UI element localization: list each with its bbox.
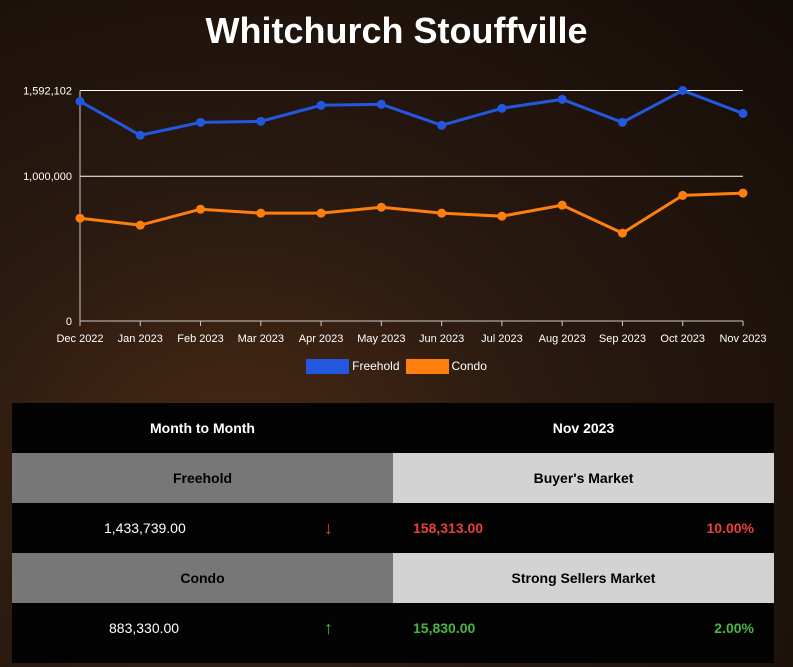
change-value: 15,830.00 [413, 620, 476, 636]
data-point-condo [497, 211, 507, 221]
data-point-freehold [557, 94, 567, 104]
change-percent: 10.00% [706, 520, 754, 536]
legend: Freehold Condo [0, 359, 793, 375]
data-point-freehold [617, 117, 627, 127]
data-point-freehold [196, 117, 206, 127]
change-value: 158,313.00 [413, 520, 484, 536]
data-point-freehold [738, 108, 748, 118]
data-point-condo [196, 204, 206, 214]
data-point-freehold [678, 86, 688, 95]
type-label: Condo [12, 553, 393, 603]
data-point-freehold [437, 120, 447, 130]
data-point-condo [316, 208, 326, 218]
legend-freehold[interactable]: Freehold [306, 359, 400, 375]
data-point-condo [75, 213, 85, 223]
data-point-condo [678, 190, 688, 200]
y-tick-label: 1,000,000 [23, 171, 72, 183]
legend-condo[interactable]: Condo [405, 359, 487, 375]
price-value: 883,330.00 [109, 620, 180, 636]
x-tick-label: Jan 2023 [118, 333, 163, 345]
x-tick-label: Jun 2023 [419, 333, 464, 345]
price-value: 1,433,739.00 [104, 520, 186, 536]
x-tick-label: Apr 2023 [299, 333, 344, 345]
series-line-condo [79, 191, 744, 235]
data-point-condo [437, 208, 447, 218]
x-tick-label: Mar 2023 [238, 333, 284, 345]
data-point-condo [376, 202, 386, 212]
series-line-freehold [79, 88, 744, 137]
data-point-condo [738, 188, 748, 198]
data-point-condo [557, 200, 567, 210]
data-point-condo [256, 208, 266, 218]
header-month-to-month: Month to Month [150, 420, 255, 436]
type-label: Freehold [12, 453, 393, 503]
y-tick-label: 1,592,102 [23, 86, 72, 98]
x-tick-label: Nov 2023 [719, 333, 766, 345]
data-point-freehold [75, 96, 85, 106]
x-tick-label: Jul 2023 [481, 333, 523, 345]
x-tick-label: Aug 2023 [539, 333, 586, 345]
page-title: Whitchurch Stouffville [205, 10, 588, 51]
y-tick-label: 0 [66, 316, 72, 328]
data-point-freehold [497, 103, 507, 113]
data-point-condo [617, 228, 627, 238]
data-point-freehold [135, 130, 145, 140]
data-point-condo [135, 220, 145, 230]
x-tick-label: May 2023 [357, 333, 405, 345]
market-summary-table: Month to Month Nov 2023 Freehold Buyer's … [12, 403, 774, 663]
arrow-down-icon: ↓ [324, 517, 333, 538]
market-status: Strong Sellers Market [393, 553, 774, 603]
header-month: Nov 2023 [552, 420, 615, 436]
x-tick-label: Feb 2023 [177, 333, 223, 345]
x-tick-label: Oct 2023 [660, 333, 705, 345]
x-tick-label: Dec 2022 [56, 333, 103, 345]
data-point-freehold [316, 100, 326, 110]
data-point-freehold [376, 99, 386, 109]
x-tick-label: Sep 2023 [599, 333, 646, 345]
market-status: Buyer's Market [393, 453, 774, 503]
data-point-freehold [256, 116, 266, 126]
arrow-up-icon: ↑ [324, 617, 333, 638]
change-percent: 2.00% [714, 620, 754, 636]
line-chart: 0 1,000,000 1,592,102 Dec 2022 Jan 2023 Feb 2… [23, 86, 766, 345]
